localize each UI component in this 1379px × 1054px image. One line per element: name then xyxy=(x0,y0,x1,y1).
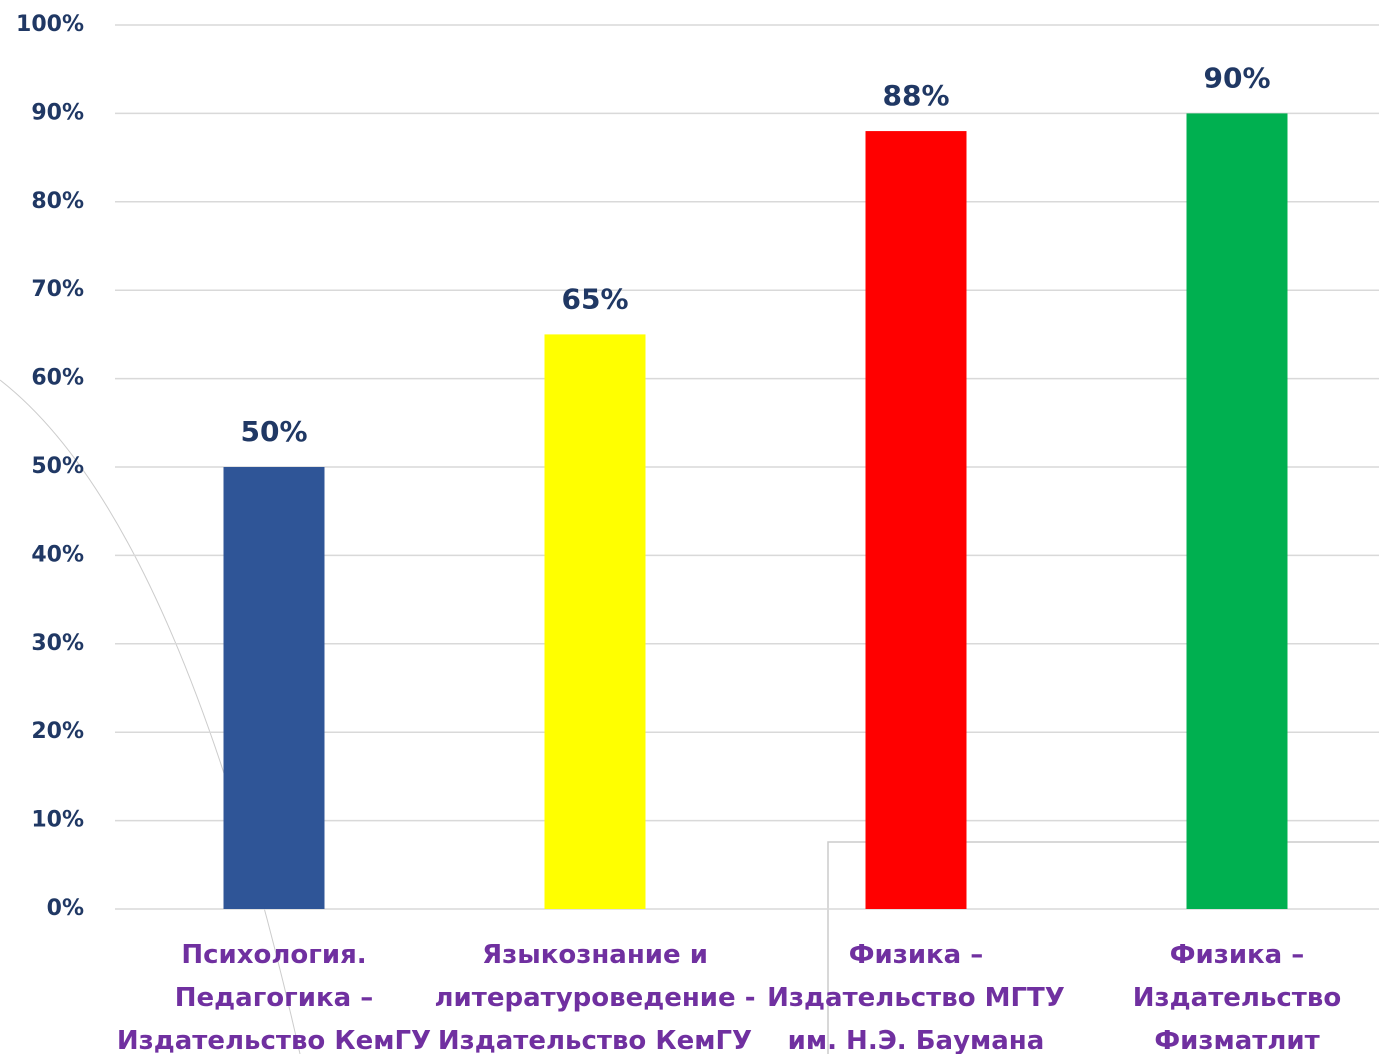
bar xyxy=(223,467,325,909)
y-tick-label: 0% xyxy=(47,896,84,921)
value-label: 90% xyxy=(1203,61,1270,94)
y-tick-label: 20% xyxy=(31,719,84,744)
x-tick-label: Физика – Издательство Физматлит xyxy=(1133,940,1341,1054)
x-tick-label: Психология. Педагогика – Издательство КемГ… xyxy=(117,940,431,1054)
x-tick-label: Физика – Издательство МГТУ им. Н.Э. Бауман… xyxy=(767,940,1065,1054)
y-tick-label: 60% xyxy=(31,366,84,391)
value-label: 50% xyxy=(240,415,307,448)
y-tick-label: 10% xyxy=(31,808,84,833)
value-label: 65% xyxy=(561,282,628,315)
y-tick-label: 30% xyxy=(31,631,84,656)
y-tick-label: 90% xyxy=(31,100,84,125)
y-tick-label: 70% xyxy=(31,277,84,302)
y-tick-label: 80% xyxy=(31,189,84,214)
y-tick-label: 40% xyxy=(31,542,84,567)
value-label: 88% xyxy=(882,79,949,112)
bar xyxy=(865,131,967,909)
x-tick-label: Языкознание и литературоведение -Издатель… xyxy=(435,940,756,1054)
y-tick-label: 100% xyxy=(16,12,84,37)
bar xyxy=(544,334,646,909)
bar xyxy=(1186,113,1288,909)
y-tick-label: 50% xyxy=(31,454,84,479)
